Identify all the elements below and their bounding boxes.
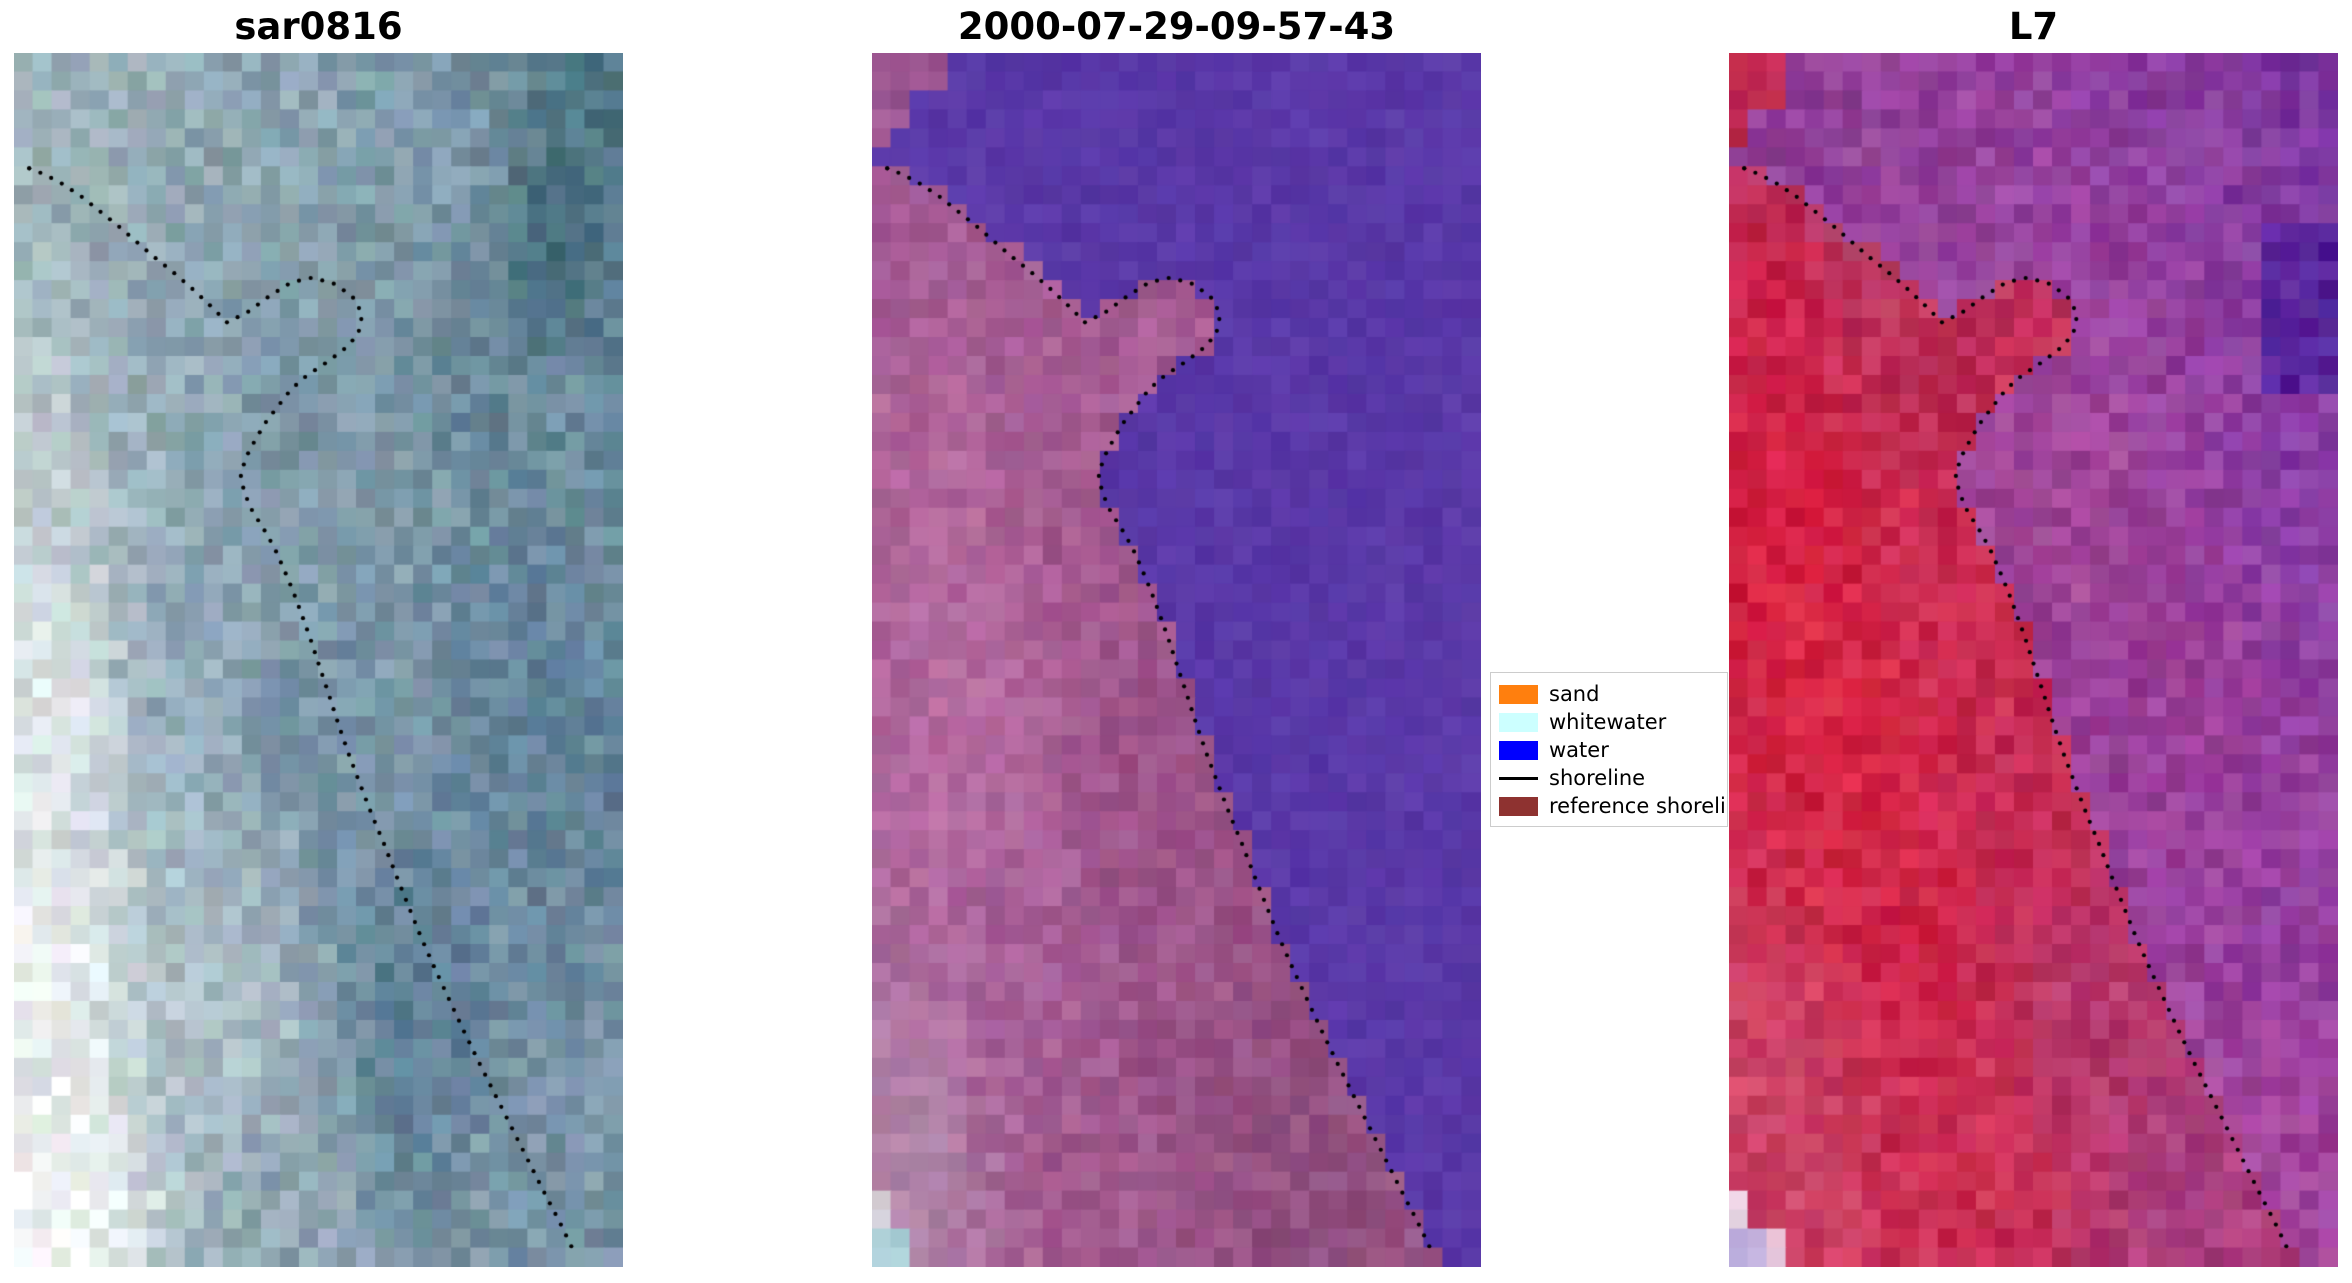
whitewater-swatch bbox=[1499, 712, 1538, 732]
legend-label: water bbox=[1549, 738, 1609, 762]
legend-label: reference shoreline bbox=[1549, 794, 1727, 818]
panel-title-date: 2000-07-29-09-57-43 bbox=[957, 5, 1396, 48]
sar-image bbox=[14, 53, 623, 1267]
legend-item-reference-shoreline: reference shoreline bbox=[1499, 792, 1727, 820]
legend-label: whitewater bbox=[1549, 710, 1667, 734]
l7-image bbox=[1729, 53, 2338, 1267]
shoreline-line-swatch bbox=[1499, 776, 1538, 780]
legend-label: shoreline bbox=[1549, 766, 1646, 790]
panel-title-l7: L7 bbox=[2008, 5, 2059, 48]
legend-item-whitewater: whitewater bbox=[1499, 708, 1727, 736]
water-swatch bbox=[1499, 740, 1538, 760]
classified-image bbox=[872, 53, 1481, 1267]
reference-shoreline-swatch bbox=[1499, 796, 1538, 816]
legend-item-water: water bbox=[1499, 736, 1727, 764]
legend-item-shoreline: shoreline bbox=[1499, 764, 1727, 792]
legend: sand whitewater water shoreline referenc… bbox=[1490, 672, 1728, 827]
sand-swatch bbox=[1499, 684, 1538, 704]
legend-item-sand: sand bbox=[1499, 680, 1727, 708]
panel-title-sar0816: sar0816 bbox=[234, 5, 403, 48]
legend-label: sand bbox=[1549, 682, 1600, 706]
